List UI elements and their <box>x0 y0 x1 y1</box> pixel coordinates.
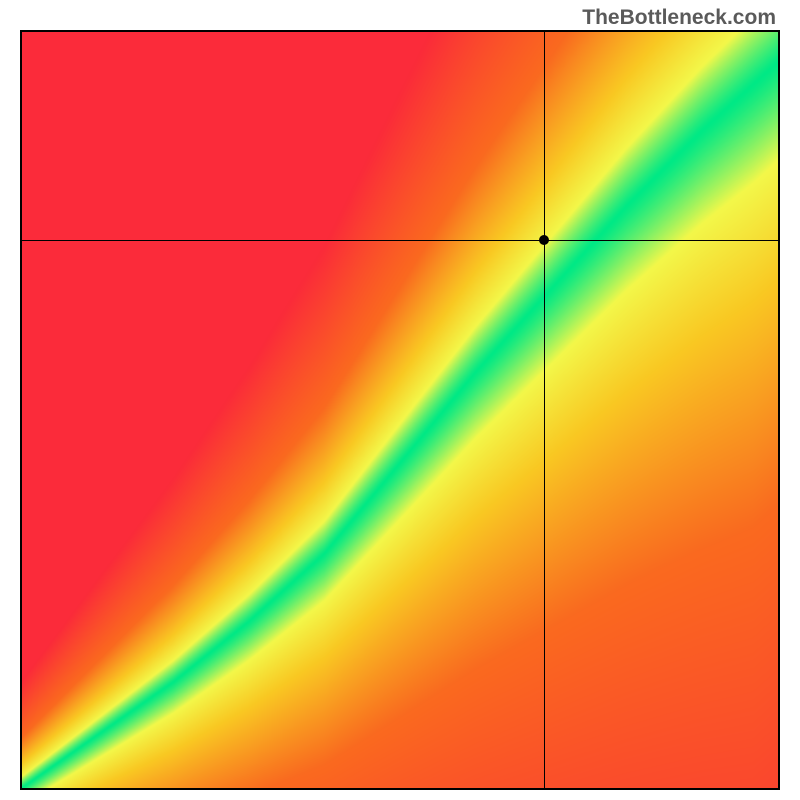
intersection-marker-dot <box>539 235 549 245</box>
crosshair-horizontal-line <box>22 240 778 241</box>
watermark-text: TheBottleneck.com <box>582 6 776 30</box>
bottleneck-heatmap-chart <box>20 30 780 790</box>
heatmap-canvas <box>22 32 778 788</box>
crosshair-vertical-line <box>544 32 545 788</box>
